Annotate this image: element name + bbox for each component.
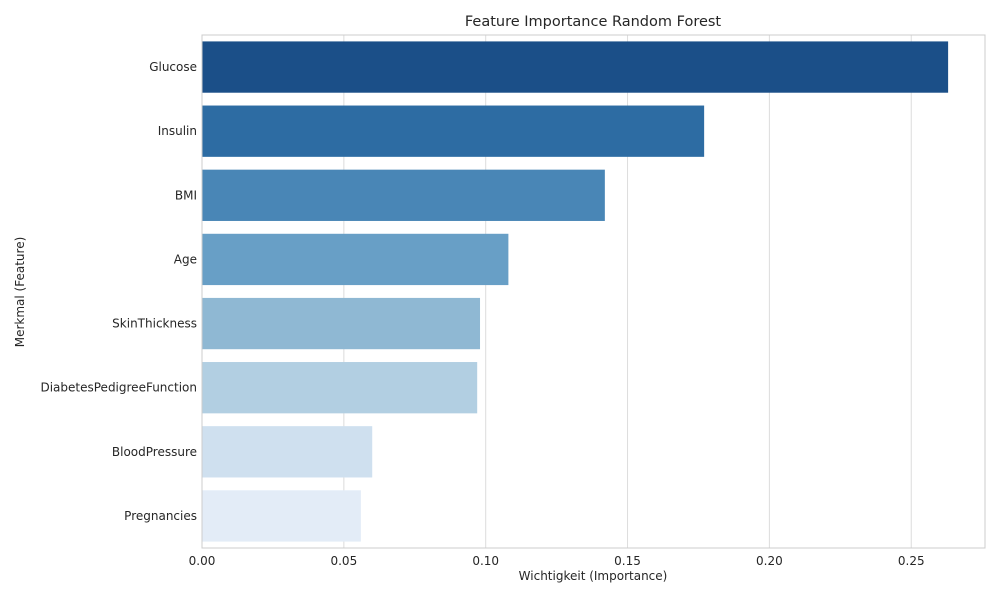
y-tick-label: BloodPressure: [112, 445, 197, 459]
y-tick-labels: Glucose Insulin BMI Age SkinThickness Diabete…: [40, 60, 197, 523]
y-axis-label: Merkmal (Feature): [13, 237, 27, 348]
bar-bmi: [202, 169, 605, 221]
x-tick-label: 0.25: [898, 554, 925, 568]
y-tick-label: Glucose: [149, 60, 197, 74]
x-tick-label: 0.10: [472, 554, 499, 568]
chart-title: Feature Importance Random Forest: [465, 14, 722, 30]
y-tick-label: SkinThickness: [112, 317, 197, 331]
bar-skinthickness: [202, 297, 481, 350]
y-tick-label: Pregnancies: [124, 509, 197, 523]
x-tick-label: 0.05: [330, 554, 357, 568]
bar-age: [202, 233, 509, 286]
y-tick-label: DiabetesPedigreeFunction: [40, 381, 197, 395]
x-axis-label: Wichtigkeit (Importance): [519, 569, 668, 583]
bar-bloodpressure: [202, 426, 373, 478]
x-tick-label: 0.15: [614, 554, 641, 568]
x-tick-labels: 0.00 0.05 0.10 0.15 0.20 0.25: [189, 554, 925, 568]
x-tick-label: 0.00: [189, 554, 216, 568]
plot-frame: [201, 34, 986, 549]
y-tick-label: Age: [174, 252, 197, 266]
bar-diabetespedigreefunction: [202, 362, 478, 414]
y-tick-label: BMI: [175, 188, 197, 202]
bar-glucose: [202, 41, 949, 93]
bars: [202, 41, 949, 542]
y-tick-label: Insulin: [158, 124, 197, 138]
bar-insulin: [202, 105, 705, 157]
bar-pregnancies: [202, 490, 361, 542]
x-tick-label: 0.20: [756, 554, 783, 568]
